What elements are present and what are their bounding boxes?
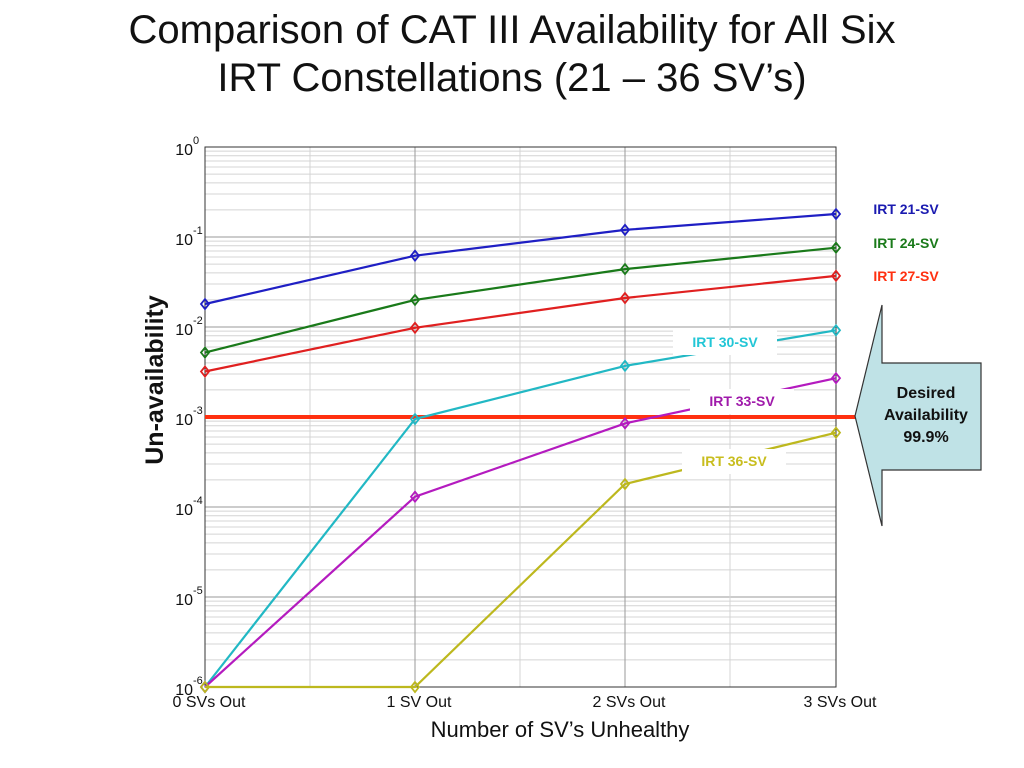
x-tick-label: 0 SVs Out [173,694,246,711]
y-tick-label: 10-1 [175,225,203,249]
y-axis-title: Un-availability [141,295,169,465]
data-point-marker [830,371,842,385]
slide-title: Comparison of CAT III Availability for A… [0,6,1024,102]
series-label-irt-21-sv: IRT 21-SV [873,201,939,217]
series-labels: IRT 21-SV IRT 24-SV IRT 27-SV IRT 30-SV IRT … [673,201,939,474]
series-label-text: IRT 21-SV [873,201,939,217]
y-tick-base: 10 [175,412,193,429]
data-point-marker [199,297,211,311]
y-tick-label: 10-6 [175,675,203,699]
label-background [690,389,794,414]
series-label-irt-33-sv: IRT 33-SV [690,389,794,414]
series-irt-27-sv [199,269,842,378]
y-tick-label: 10-5 [175,585,203,609]
data-point-marker [619,359,631,373]
slide-title-line-2: IRT Constellations (21 – 36 SV’s) [217,56,807,100]
y-tick-label: 10-3 [175,405,203,429]
label-background [682,449,786,474]
y-tick-label: 100 [175,135,199,159]
y-tick-label: 10-2 [175,315,203,339]
y-tick-base: 10 [175,592,193,609]
data-point-marker [409,680,421,694]
x-axis-title: Number of SV’s Unhealthy [431,717,690,742]
y-tick-base: 10 [175,142,193,159]
data-point-marker [619,477,631,491]
series-irt-21-sv [199,207,842,311]
y-tick-label: 10-4 [175,495,203,519]
data-point-marker [830,207,842,221]
series-line [204,212,837,306]
series-label-text: IRT 36-SV [701,453,767,469]
y-tick-exponent: -6 [193,675,203,687]
data-point-marker [619,223,631,237]
series-label-text: IRT 27-SV [873,268,939,284]
x-tick-label: 1 SV Out [387,694,452,711]
data-point-marker [619,416,631,430]
series-label-text: IRT 24-SV [873,235,939,251]
slide-title-line-1: Comparison of CAT III Availability for A… [128,8,896,52]
y-tick-exponent: -4 [193,495,203,507]
data-point-marker [409,249,421,263]
series-label-text: IRT 30-SV [692,334,758,350]
data-point-marker [409,412,421,426]
y-tick-base: 10 [175,502,193,519]
data-point-marker [830,426,842,440]
series-label-irt-36-sv: IRT 36-SV [682,449,786,474]
y-tick-base: 10 [175,232,193,249]
x-tick-label: 2 SVs Out [593,694,666,711]
series-irt-24-sv [199,241,842,360]
series-line [204,246,837,354]
data-point-marker [409,490,421,504]
data-point-marker [830,241,842,255]
series-label-irt-27-sv: IRT 27-SV [873,268,939,284]
callout-text-line: 99.9% [903,429,948,446]
series-label-irt-24-sv: IRT 24-SV [873,235,939,251]
x-tick-labels: 0 SVs Out 1 SV Out 2 SVs Out 3 SVs Out [173,694,877,711]
desired-availability-callout: Desired Availability 99.9% [854,304,982,527]
series-label-irt-30-sv: IRT 30-SV [673,330,777,355]
data-point-marker [199,680,211,694]
data-point-marker [409,293,421,307]
y-tick-base: 10 [175,322,193,339]
data-point-marker [409,321,421,335]
data-point-marker [199,346,211,360]
data-point-marker [619,291,631,305]
y-tick-exponent: -3 [193,405,203,417]
y-tick-exponent: -2 [193,315,203,327]
y-tick-base: 10 [175,682,193,699]
data-point-marker [830,269,842,283]
x-tick-label: 3 SVs Out [804,694,877,711]
y-tick-exponent: -1 [193,225,203,237]
y-tick-exponent: -5 [193,585,203,597]
callout-arrow-shape [854,304,982,527]
data-point-marker [199,365,211,378]
data-point-marker [830,323,842,337]
series-label-text: IRT 33-SV [709,393,775,409]
callout-text-line: Desired [897,385,956,402]
callout-text-line: Availability [884,407,968,424]
data-point-marker [619,262,631,276]
label-background [673,330,777,355]
series-line [204,274,837,373]
y-tick-exponent: 0 [193,135,199,147]
